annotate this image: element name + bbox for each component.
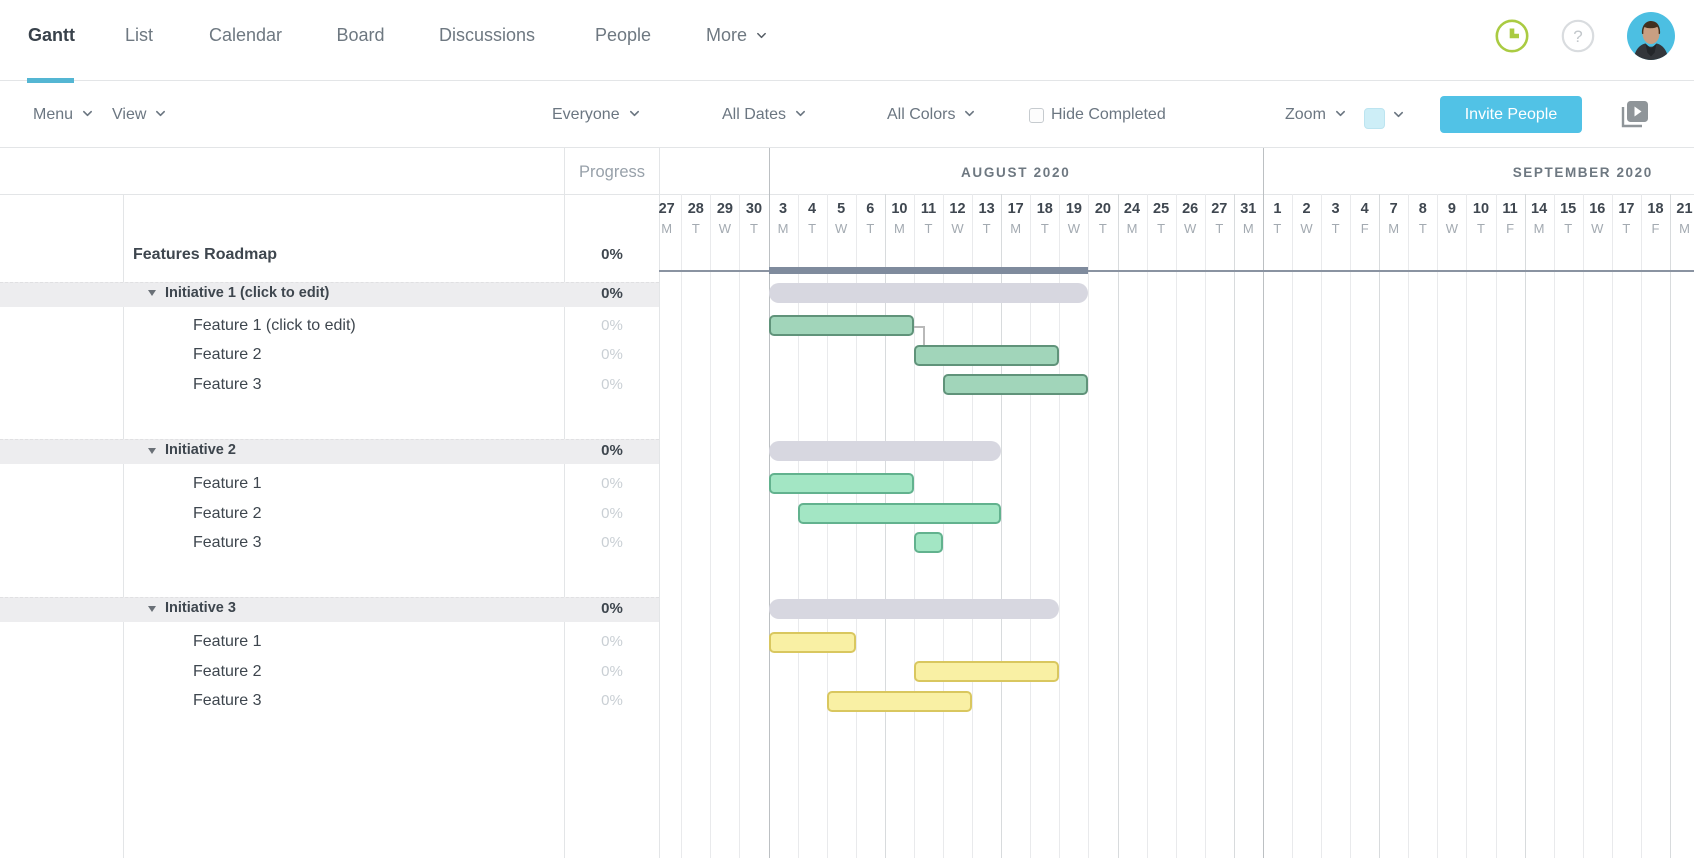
svg-text:?: ? <box>1573 27 1582 46</box>
